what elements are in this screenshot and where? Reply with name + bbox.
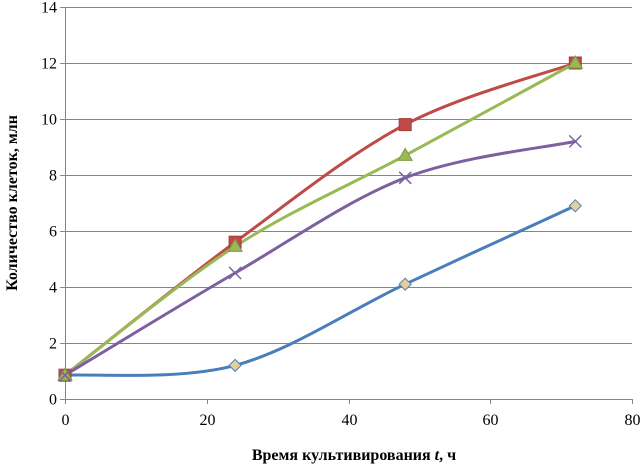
x-tick-label: 0 xyxy=(62,412,70,429)
series-1-point xyxy=(228,358,242,373)
x-tick-label: 80 xyxy=(625,412,641,429)
series-4-line xyxy=(63,139,577,377)
series-4-point xyxy=(228,266,242,280)
series-1-point xyxy=(398,277,412,291)
x-tick-label: 60 xyxy=(483,412,499,429)
series-3-line xyxy=(63,61,577,377)
x-axis-label-unit: , ч xyxy=(439,447,456,464)
x-axis-label: Время культивирования t, ч xyxy=(252,447,456,464)
series-markers xyxy=(57,55,584,382)
series-1-point xyxy=(568,199,583,213)
y-tick-label: 2 xyxy=(49,336,57,353)
y-tick-label: 0 xyxy=(49,392,57,409)
tick-labels: 0 2 4 6 8 10 12 14 0 20 40 60 80 xyxy=(41,0,641,429)
x-axis-label-variable: t xyxy=(435,447,440,464)
series-lines xyxy=(63,61,577,377)
x-axis-label-main: Время культивирования xyxy=(252,447,435,464)
y-tick-label: 14 xyxy=(41,0,57,17)
gridlines xyxy=(65,7,632,344)
series-3-point xyxy=(397,147,414,161)
y-tick-label: 12 xyxy=(41,56,57,73)
series-3-point xyxy=(567,55,584,69)
series-1-line xyxy=(63,204,577,377)
y-tick-label: 10 xyxy=(41,112,57,129)
axes xyxy=(60,7,633,404)
x-tick-label: 20 xyxy=(200,412,216,429)
series-4-point xyxy=(398,171,412,185)
series-4-point xyxy=(58,368,72,382)
series-3-point xyxy=(227,238,243,252)
x-tick-label: 40 xyxy=(342,412,358,429)
series-4-point xyxy=(568,134,582,148)
y-tick-label: 6 xyxy=(49,224,57,241)
y-axis-label: Количество клеток, млн xyxy=(4,115,21,291)
y-tick-label: 8 xyxy=(49,168,57,185)
y-tick-label: 4 xyxy=(49,280,57,297)
series-2-point xyxy=(398,118,412,132)
